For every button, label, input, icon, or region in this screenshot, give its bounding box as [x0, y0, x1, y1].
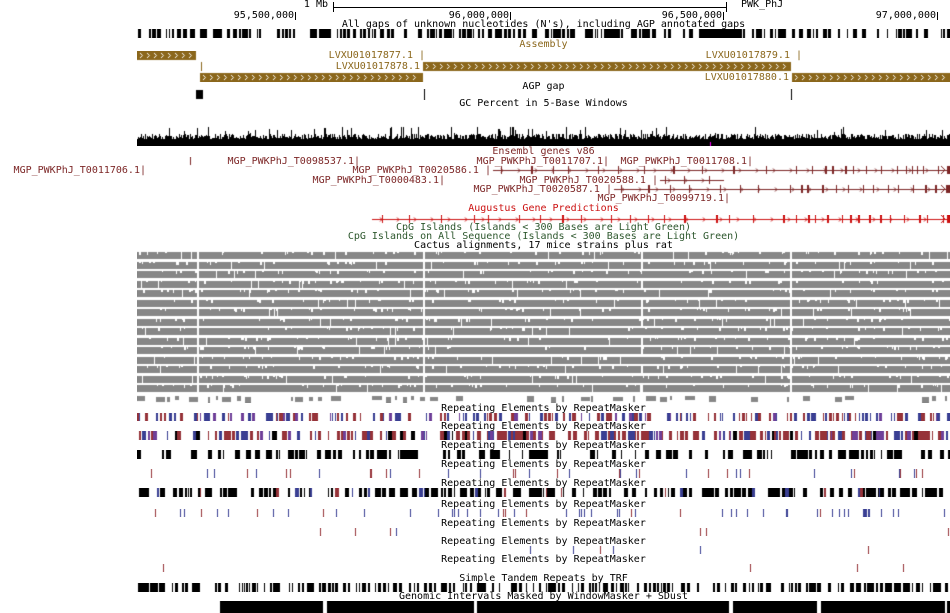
scale-bar-right-tick: [726, 2, 727, 12]
track-title: Assembly: [519, 39, 568, 50]
windowmasker-track[interactable]: [137, 601, 950, 613]
assembly-track[interactable]: [137, 51, 950, 82]
scale-length-label: 1 Mb: [303, 0, 328, 10]
track-title: Repeating Elements by RepeatMasker: [441, 536, 646, 547]
track-title: GC Percent in 5-Base Windows: [459, 98, 628, 109]
track-title: Simple Tandem Repeats by TRF: [459, 573, 628, 584]
track-title: Genomic Intervals Masked by WindowMasker…: [399, 591, 688, 602]
repeatmasker-9-track[interactable]: [137, 564, 950, 572]
track-title: CpG Islands (Islands < 300 Bases are Lig…: [395, 222, 691, 233]
ensembl-track[interactable]: [137, 157, 950, 203]
position-tick: [723, 12, 724, 20]
repeatmasker-3-track[interactable]: [137, 450, 950, 459]
trf-track[interactable]: [137, 583, 950, 592]
gc-percent-track[interactable]: [137, 126, 950, 146]
track-title: AGP gap: [522, 81, 565, 92]
repeatmasker-4-track[interactable]: [137, 469, 950, 478]
track-title: Repeating Elements by RepeatMasker: [441, 459, 646, 470]
position-label: 96,000,000: [448, 10, 509, 21]
scale-bar: [333, 7, 726, 8]
track-title: Repeating Elements by RepeatMasker: [441, 478, 646, 489]
augustus-track[interactable]: [137, 215, 950, 224]
repeatmasker-8-track[interactable]: [137, 546, 950, 554]
repeatmasker-1-track[interactable]: [137, 413, 950, 421]
position-label: 97,000,000: [875, 10, 936, 21]
track-title: Cactus alignments, 17 mice strains plus …: [414, 240, 673, 251]
repeatmasker-6-track[interactable]: [137, 509, 950, 517]
track-title: Ensembl genes v86: [492, 146, 595, 157]
scale-bar-left-tick: [333, 2, 334, 12]
track-title: Augustus Gene Predictions: [468, 203, 619, 214]
track-title: Repeating Elements by RepeatMasker: [441, 554, 646, 565]
track-title: Repeating Elements by RepeatMasker: [441, 440, 646, 451]
item-label[interactable]: MGP_PWKPhJ_T0011706.1|: [13, 165, 146, 176]
gaps-track[interactable]: [137, 29, 950, 38]
track-title: Repeating Elements by RepeatMasker: [441, 518, 646, 529]
position-tick: [937, 12, 938, 20]
assembly-name: PWK_PhJ: [741, 0, 784, 10]
track-title: Repeating Elements by RepeatMasker: [441, 421, 646, 432]
repeatmasker-2-track[interactable]: [137, 431, 950, 440]
repeatmasker-5-track[interactable]: [137, 488, 950, 497]
position-tick: [510, 12, 511, 20]
repeatmasker-7-track[interactable]: [137, 528, 950, 536]
track-title: Repeating Elements by RepeatMasker: [441, 403, 646, 414]
track-title: Repeating Elements by RepeatMasker: [441, 499, 646, 510]
cactus-track[interactable]: [137, 251, 950, 403]
position-tick: [295, 12, 296, 20]
agp-gap-track[interactable]: [137, 89, 950, 100]
position-label: 95,500,000: [233, 10, 294, 21]
track-title: CpG Islands on All Sequence (Islands < 3…: [347, 231, 740, 242]
track-title: All gaps of unknown nucleotides (N's), i…: [341, 19, 746, 30]
position-label: 96,500,000: [661, 10, 722, 21]
